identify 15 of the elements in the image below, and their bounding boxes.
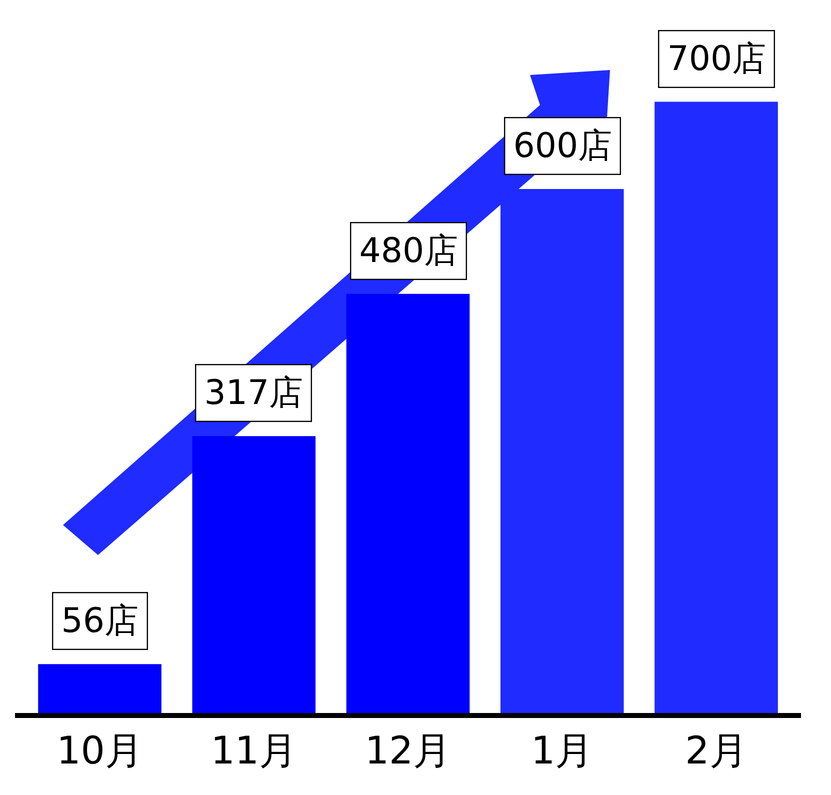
bar [346, 294, 470, 713]
x-tick-label: 2月 [685, 728, 748, 773]
data-label: 56店 [61, 601, 138, 642]
data-label: 700店 [667, 39, 766, 80]
bar [38, 664, 162, 713]
x-tick-label: 12月 [364, 728, 452, 773]
x-tick-label: 11月 [210, 728, 298, 773]
bar [192, 436, 316, 713]
bar [654, 102, 778, 713]
data-label: 600店 [513, 126, 612, 166]
data-label: 480店 [359, 231, 458, 272]
x-tick-label: 10月 [56, 728, 143, 773]
bar [500, 189, 624, 713]
x-tick-label: 1月 [531, 728, 594, 773]
data-label: 317店 [204, 373, 304, 414]
